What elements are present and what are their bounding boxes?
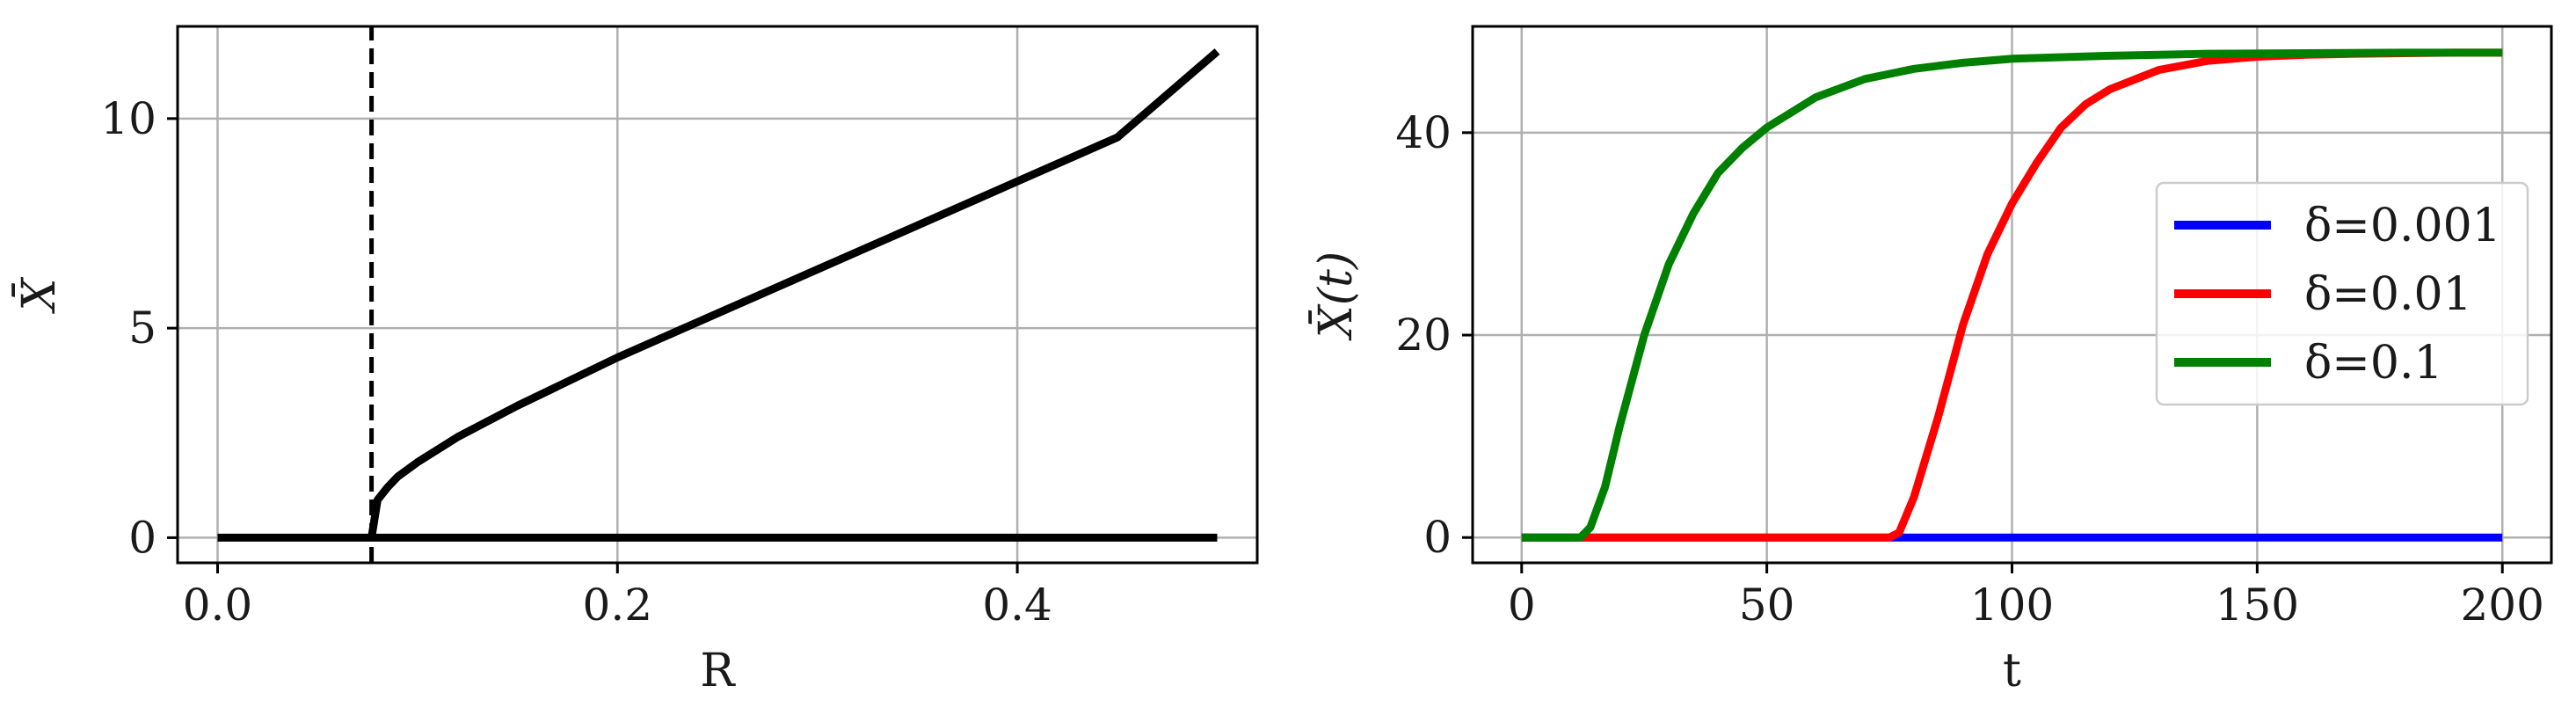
y-tick-label: 0 bbox=[128, 512, 156, 563]
y-tick-label: 40 bbox=[1395, 107, 1452, 158]
legend-label-0: δ=0.001 bbox=[2304, 200, 2501, 252]
series-line-1 bbox=[367, 48, 1220, 539]
y-tick-label: 20 bbox=[1395, 310, 1452, 361]
legend-label-2: δ=0.1 bbox=[2304, 337, 2443, 390]
y-tick-label: 5 bbox=[128, 303, 156, 354]
legend-label-1: δ=0.01 bbox=[2304, 268, 2472, 321]
time-series-chart: 0 50 100 150 20002040tX̄(t)δ=0.001δ=0.01δ=0.… bbox=[1309, 25, 2553, 697]
x-tick-label: 0 bbox=[1508, 580, 1536, 631]
x-axis-label: t bbox=[2003, 645, 2021, 697]
legend-box bbox=[2155, 181, 2529, 406]
plot-frame bbox=[176, 25, 1259, 565]
x-tick-label: 100 bbox=[1970, 580, 2054, 631]
x-tick-label: 0.4 bbox=[982, 580, 1052, 631]
grid bbox=[178, 26, 1257, 563]
series-line-2 bbox=[1521, 48, 2503, 542]
x-tick-label: 150 bbox=[2216, 580, 2299, 631]
x-axis-label: R bbox=[700, 645, 736, 697]
bifurcation-chart: 0.0 0.2 0.4 0 5 10 R X̄ bbox=[12, 25, 1259, 697]
x-tick-label: 0.0 bbox=[183, 580, 253, 631]
y-axis-label: X̄(t) bbox=[1309, 252, 1363, 342]
x-tick-label: 0.2 bbox=[583, 580, 653, 631]
x-tick-label: 50 bbox=[1739, 580, 1795, 631]
y-axis-label: X̄ bbox=[12, 277, 66, 315]
x-tick-label: 200 bbox=[2461, 580, 2544, 631]
y-tick-label: 10 bbox=[100, 93, 156, 144]
legend: δ=0.001 δ=0.01 δ=0.1 bbox=[2155, 181, 2529, 406]
y-tick-label: 0 bbox=[1423, 512, 1452, 563]
